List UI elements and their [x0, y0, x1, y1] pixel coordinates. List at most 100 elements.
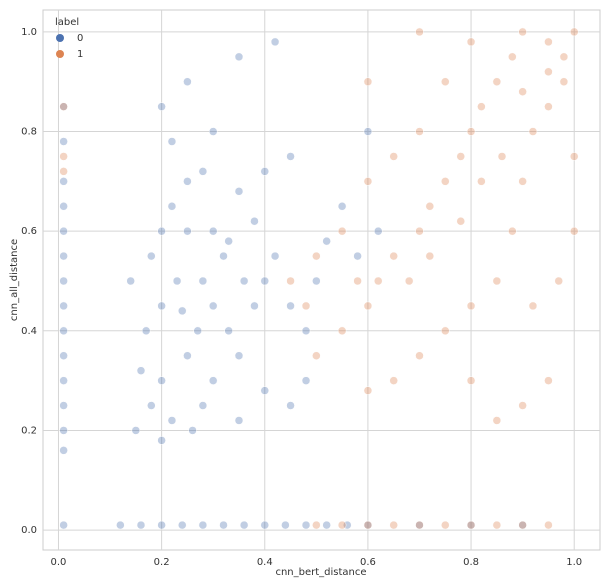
scatter-point	[466, 376, 476, 385]
scatter-point	[544, 37, 553, 47]
scatter-point	[167, 416, 177, 425]
scatter-point	[301, 520, 311, 530]
y-tick-label: 0.2	[21, 425, 37, 436]
scatter-point	[569, 27, 579, 37]
y-tick-label: 1.0	[21, 27, 37, 38]
scatter-point	[312, 351, 321, 360]
scatter-point	[59, 276, 68, 286]
scatter-point	[497, 152, 507, 161]
scatter-point	[569, 226, 579, 236]
scatter-point	[544, 102, 553, 111]
scatter-point	[363, 386, 373, 395]
scatter-point	[337, 326, 347, 336]
scatter-point	[337, 520, 347, 530]
scatter-point	[198, 520, 208, 530]
scatter-point	[312, 520, 321, 530]
scatter-point	[219, 520, 228, 530]
scatter-point	[260, 520, 270, 530]
scatter-point	[286, 301, 295, 311]
scatter-point	[466, 37, 476, 47]
legend-marker	[56, 50, 64, 58]
scatter-point	[353, 251, 362, 261]
scatter-point	[208, 127, 218, 136]
scatter-point	[544, 376, 553, 385]
scatter-point	[389, 251, 398, 261]
scatter-point	[136, 520, 146, 530]
scatter-point	[343, 520, 352, 530]
legend-label: 0	[77, 33, 83, 44]
scatter-point	[415, 127, 424, 136]
scatter-point	[415, 351, 424, 360]
scatter-point	[234, 351, 244, 360]
x-axis-label: cnn_bert_distance	[275, 567, 366, 578]
plot-area	[42, 9, 601, 551]
scatter-point	[456, 216, 465, 226]
scatter-point	[441, 326, 450, 336]
scatter-point	[286, 401, 295, 410]
scatter-point	[172, 276, 182, 286]
scatter-point	[518, 177, 527, 186]
scatter-point	[198, 401, 208, 410]
scatter-point	[456, 152, 465, 161]
y-tick-label: 0.8	[21, 127, 37, 138]
scatter-point	[219, 251, 228, 261]
scatter-point	[301, 376, 311, 385]
scatter-point	[59, 251, 68, 261]
scatter-point	[136, 366, 146, 375]
scatter-point	[234, 187, 244, 196]
scatter-point	[157, 376, 166, 385]
scatter-point	[477, 177, 486, 186]
scatter-point	[554, 276, 563, 286]
scatter-point	[492, 77, 502, 86]
scatter-point	[234, 416, 244, 425]
scatter-point	[544, 67, 553, 77]
scatter-point	[466, 520, 476, 530]
scatter-point	[441, 177, 450, 186]
scatter-point	[363, 520, 373, 530]
scatter-point	[466, 127, 476, 136]
scatter-point	[518, 401, 527, 410]
scatter-point	[260, 276, 270, 286]
scatter-point	[337, 202, 347, 211]
legend-title: label	[55, 17, 79, 28]
y-axis-label: cnn_all_distance	[9, 239, 20, 321]
scatter-point	[425, 251, 435, 261]
scatter-point	[141, 326, 151, 336]
scatter-point	[312, 251, 321, 261]
scatter-point	[337, 226, 347, 236]
scatter-point	[389, 520, 398, 530]
scatter-point	[59, 226, 68, 236]
scatter-point	[466, 301, 476, 311]
scatter-point	[59, 152, 68, 161]
scatter-point	[260, 386, 270, 395]
scatter-point	[492, 416, 502, 425]
scatter-point	[250, 301, 259, 311]
scatter-point	[281, 520, 290, 530]
scatter-point	[322, 236, 331, 246]
scatter-point	[116, 520, 125, 530]
scatter-point	[59, 102, 68, 111]
scatter-point	[224, 326, 233, 336]
scatter-point	[157, 520, 166, 530]
y-tick-label: 0.0	[21, 525, 37, 536]
y-tick-label: 0.4	[21, 326, 37, 337]
scatter-point	[322, 520, 331, 530]
scatter-point	[441, 520, 450, 530]
x-tick-label: 0.4	[257, 557, 273, 568]
scatter-point	[559, 77, 569, 86]
x-tick-label: 0.2	[154, 557, 170, 568]
scatter-point	[59, 326, 68, 336]
scatter-point	[518, 87, 527, 96]
scatter-point	[389, 376, 398, 385]
scatter-point	[167, 202, 177, 211]
scatter-point	[234, 52, 244, 62]
legend-label: 1	[77, 49, 83, 60]
scatter-point	[183, 226, 192, 236]
scatter-point	[183, 351, 192, 360]
scatter-point	[178, 306, 187, 316]
scatter-point	[415, 226, 424, 236]
scatter-point	[198, 276, 208, 286]
scatter-point	[250, 216, 259, 226]
scatter-point	[59, 177, 68, 186]
